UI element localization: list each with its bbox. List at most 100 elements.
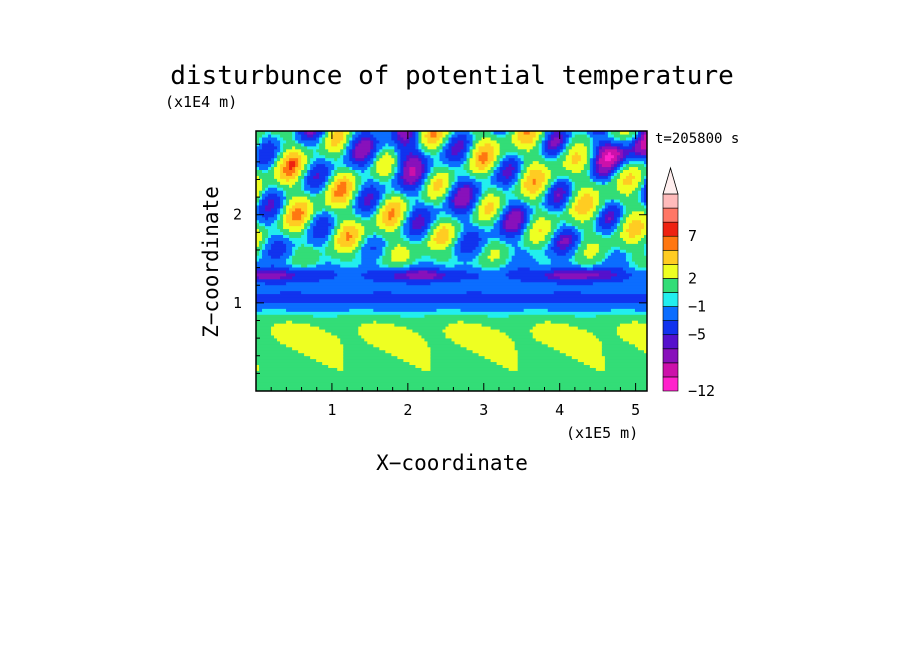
heatmap-cell: [616, 145, 621, 150]
heatmap-cell: [418, 198, 426, 203]
heatmap-cell: [427, 175, 435, 179]
heatmap-cell: [547, 243, 555, 247]
heatmap-cell: [424, 314, 489, 318]
heatmap-cell: [595, 219, 600, 224]
heatmap-cell: [445, 334, 510, 339]
heatmap-cell: [580, 157, 588, 162]
heatmap-cell: [280, 145, 284, 150]
heatmap-cell: [460, 249, 474, 253]
heatmap-cell: [472, 145, 477, 150]
heatmap-cell: [562, 139, 567, 144]
heatmap-cell: [445, 190, 450, 194]
heatmap-cell: [379, 204, 383, 209]
heatmap-cell: [472, 207, 477, 212]
heatmap-cell: [640, 231, 647, 236]
heatmap-cell: [286, 172, 293, 176]
heatmap-cell: [517, 364, 591, 368]
heatmap-cell: [334, 222, 338, 227]
heatmap-cell: [256, 361, 323, 366]
colorbar-swatch: [662, 306, 679, 321]
heatmap-cell: [466, 169, 474, 173]
heatmap-cell: [325, 139, 332, 144]
heatmap-cell: [289, 234, 302, 238]
heatmap-cell: [484, 166, 492, 171]
heatmap-cell: [421, 187, 426, 191]
heatmap-cell: [550, 133, 564, 138]
heatmap-cell: [364, 169, 371, 173]
heatmap-cell: [592, 151, 597, 156]
heatmap-cell: [562, 187, 570, 191]
heatmap-cell: [256, 255, 263, 259]
heatmap-cell: [478, 201, 483, 206]
heatmap-cell: [262, 201, 269, 206]
heatmap-cell: [592, 160, 597, 165]
heatmap-cell: [424, 181, 432, 185]
heatmap-cell: [313, 151, 320, 156]
heatmap-cell: [409, 166, 417, 171]
heatmap-cell: [286, 281, 407, 286]
heatmap-cell: [556, 240, 561, 244]
heatmap-cell: [556, 178, 570, 182]
heatmap-cell: [616, 181, 624, 185]
heatmap-cell: [553, 243, 558, 247]
heatmap-cell: [352, 198, 356, 203]
heatmap-cell: [271, 157, 275, 162]
heatmap-cell: [487, 169, 495, 173]
heatmap-cell: [301, 207, 308, 212]
heatmap-cell: [466, 231, 480, 236]
heatmap-cell: [457, 178, 477, 182]
heatmap-cell: [334, 163, 347, 168]
heatmap-cell: [631, 210, 645, 215]
heatmap-cell: [445, 198, 450, 203]
heatmap-cell: [268, 234, 272, 238]
heatmap-cell: [256, 331, 272, 336]
heatmap-cell: [427, 157, 435, 162]
heatmap-cell: [478, 157, 489, 162]
heatmap-cell: [598, 272, 618, 277]
heatmap-cell: [625, 255, 633, 259]
heatmap-cell: [370, 151, 374, 156]
heatmap-cell: [280, 275, 293, 280]
heatmap-cell: [565, 157, 573, 162]
heatmap-cell: [523, 225, 528, 230]
heatmap-cell: [424, 148, 441, 153]
heatmap-cell: [274, 163, 278, 168]
heatmap-cell: [520, 166, 525, 171]
heatmap-cell: [454, 249, 462, 253]
heatmap-cell: [460, 163, 465, 168]
heatmap-cell: [418, 175, 423, 179]
heatmap-cell: [304, 181, 308, 185]
heatmap-cell: [529, 252, 546, 256]
heatmap-cell: [352, 234, 359, 238]
heatmap-cell: [478, 196, 483, 200]
heatmap-cell: [532, 210, 537, 215]
heatmap-cell: [256, 151, 260, 156]
heatmap-cell: [520, 213, 525, 218]
heatmap-cell: [262, 181, 281, 185]
heatmap-cell: [544, 154, 558, 159]
heatmap-cell: [361, 261, 377, 265]
heatmap-cell: [457, 175, 471, 179]
heatmap-cell: [478, 252, 483, 256]
heatmap-cell: [496, 207, 504, 212]
heatmap-cell: [430, 246, 447, 250]
heatmap-cell: [505, 258, 513, 262]
heatmap-cell: [265, 237, 269, 241]
heatmap-cell: [283, 213, 287, 218]
heatmap-cell: [268, 198, 275, 203]
heatmap-cell: [568, 196, 573, 200]
heatmap-cell: [334, 275, 365, 280]
heatmap-cell: [550, 320, 633, 324]
heatmap-cell: [532, 181, 537, 185]
heatmap-cell: [430, 255, 453, 259]
heatmap-cell: [640, 142, 647, 147]
heatmap-cell: [328, 184, 335, 188]
heatmap-cell: [364, 187, 377, 191]
heatmap-cell: [316, 213, 332, 218]
heatmap-cell: [592, 225, 597, 230]
heatmap-cell: [436, 139, 444, 144]
heatmap-cell: [256, 349, 299, 354]
heatmap-cell: [493, 219, 498, 224]
heatmap-cell: [490, 175, 498, 179]
heatmap-cell: [445, 246, 453, 250]
